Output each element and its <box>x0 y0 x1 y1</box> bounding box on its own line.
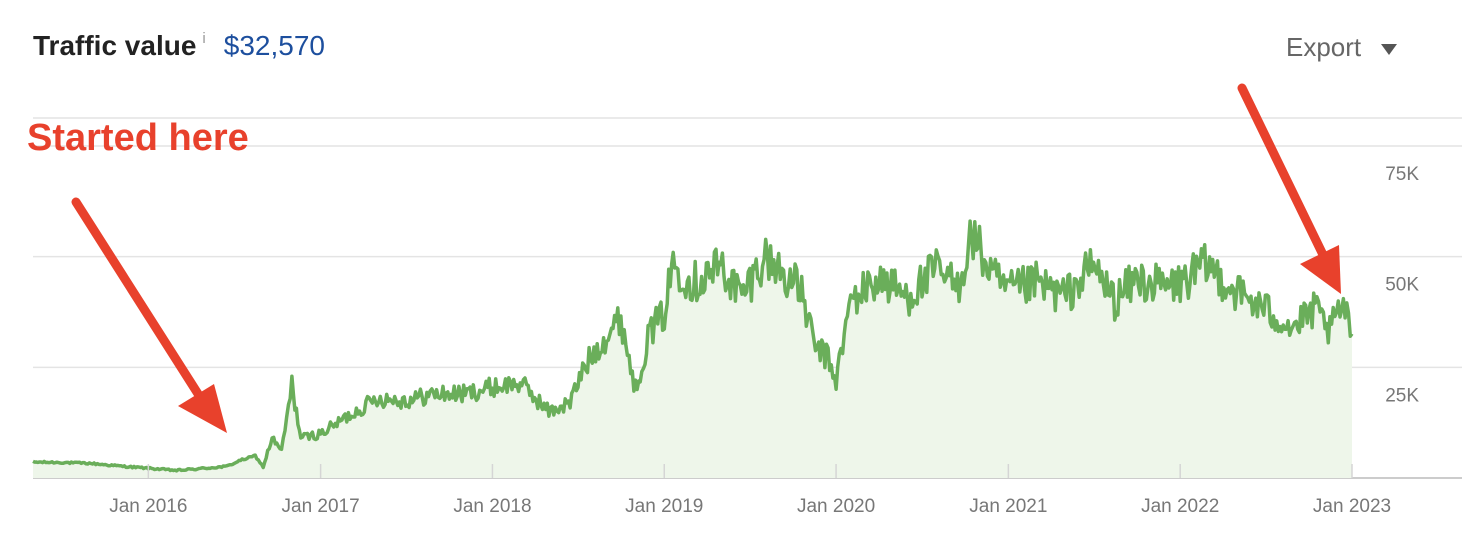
x-tick-label: Jan 2019 <box>625 496 703 517</box>
y-axis: 25K 50K 75K <box>1385 164 1419 406</box>
y-tick-label: 25K <box>1385 385 1419 406</box>
x-tick-label: Jan 2016 <box>109 496 187 517</box>
caret-down-icon <box>1381 43 1398 55</box>
export-label: Export <box>1286 32 1362 62</box>
y-tick-label: 75K <box>1385 164 1419 185</box>
y-tick-label: 50K <box>1385 275 1419 296</box>
chart-header: Traffic value i $32,570 <box>33 30 325 70</box>
x-tick-label: Jan 2023 <box>1313 496 1391 517</box>
series-area <box>33 221 1352 478</box>
info-icon[interactable]: i <box>202 30 206 47</box>
x-tick-label: Jan 2018 <box>453 496 531 517</box>
annotation-arrow-start <box>71 197 227 433</box>
x-axis: Jan 2016 Jan 2017 Jan 2018 Jan 2019 Jan 2020… <box>109 464 1391 517</box>
chart-title: Traffic value <box>33 30 197 61</box>
export-button[interactable]: Export <box>1286 32 1398 63</box>
x-tick-label: Jan 2021 <box>969 496 1047 517</box>
traffic-value: $32,570 <box>223 30 325 61</box>
x-tick-label: Jan 2020 <box>797 496 875 517</box>
annotation-started-here: Started here <box>27 117 249 159</box>
series-line <box>32 219 1354 473</box>
annotation-arrow-end <box>1237 83 1341 294</box>
x-tick-label: Jan 2017 <box>282 496 360 517</box>
x-tick-label: Jan 2022 <box>1141 496 1219 517</box>
